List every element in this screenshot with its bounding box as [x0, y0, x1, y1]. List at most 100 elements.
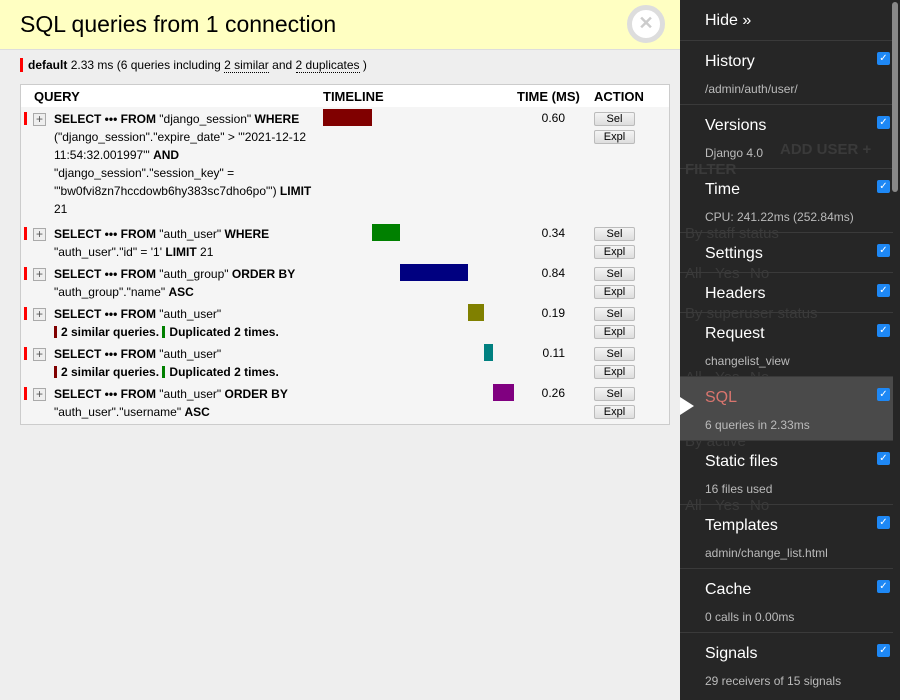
panel-enable-checkbox[interactable]: ✓ — [877, 388, 890, 401]
sql-text: "auth_user"."id" = '1' — [54, 245, 166, 259]
column-timeline: TIMELINE — [323, 89, 384, 104]
sql-text: ("django_session"."expire_date" > '"2021… — [54, 130, 307, 162]
timeline-bar — [371, 224, 400, 241]
timeline-bar — [323, 109, 372, 126]
toolbar-item-title: Static files — [705, 453, 778, 470]
toolbar-item-static-files[interactable]: Static files 16 files used ✓ — [680, 440, 893, 504]
expand-query-button[interactable]: + — [33, 348, 46, 361]
select-button[interactable]: Sel — [594, 267, 635, 281]
toolbar-item-time[interactable]: Time CPU: 241.22ms (252.84ms) ✓ — [680, 168, 893, 232]
toolbar-item-templates[interactable]: Templates admin/change_list.html ✓ — [680, 504, 893, 568]
sql-text: 21 — [54, 202, 68, 216]
toolbar-item-subtitle: 6 queries in 2.33ms — [705, 418, 810, 432]
sql-text: "django_session"."session_key" = '"bw0fv… — [54, 166, 280, 198]
sql-keyword: SELECT ••• FROM — [54, 387, 156, 401]
toolbar-item-subtitle: 0 calls in 0.00ms — [705, 610, 795, 624]
panel-enable-checkbox[interactable]: ✓ — [877, 580, 890, 593]
similar-link[interactable]: 2 similar — [224, 58, 269, 73]
table-row: + SELECT ••• FROM "auth_user" 2 similar qu… — [21, 304, 669, 344]
panel-enable-checkbox[interactable]: ✓ — [877, 452, 890, 465]
panel-enable-checkbox[interactable]: ✓ — [877, 284, 890, 297]
sql-keyword: SELECT ••• FROM — [54, 112, 156, 126]
query-indicator — [24, 267, 27, 280]
panel-enable-checkbox[interactable]: ✓ — [877, 116, 890, 129]
panel-enable-checkbox[interactable]: ✓ — [877, 324, 890, 337]
sql-keyword: ORDER BY — [224, 387, 288, 401]
toolbar-item-title: Templates — [705, 517, 778, 534]
sql-text: "auth_group" — [155, 267, 232, 281]
connection-time: 2.33 ms — [70, 58, 114, 72]
summary-text: and — [272, 58, 293, 72]
explain-button[interactable]: Expl — [594, 285, 635, 299]
toolbar-item-versions[interactable]: Versions Django 4.0 ✓ — [680, 104, 893, 168]
similar-marker — [54, 326, 57, 338]
query-sql: SELECT ••• FROM "django_session" WHERE (… — [54, 110, 319, 218]
scrollbar[interactable] — [892, 2, 898, 192]
toolbar-item-signals[interactable]: Signals 29 receivers of 15 signals ✓ — [680, 632, 893, 696]
query-sql: SELECT ••• FROM "auth_user" ORDER BY "au… — [54, 385, 319, 421]
select-button[interactable]: Sel — [594, 307, 635, 321]
timeline-bar — [399, 264, 469, 281]
column-time: TIME (MS) — [517, 89, 580, 104]
hide-toolbar-button[interactable]: Hide » — [705, 12, 752, 29]
column-action: ACTION — [594, 89, 644, 104]
toolbar-item-subtitle: /admin/auth/user/ — [705, 82, 798, 96]
table-row: + SELECT ••• FROM "django_session" WHERE … — [21, 109, 669, 223]
similar-queries-link[interactable]: 2 similar queries. — [61, 325, 160, 339]
query-time: 0.19 — [541, 306, 565, 320]
select-button[interactable]: Sel — [594, 347, 635, 361]
timeline-bar — [468, 304, 484, 321]
toolbar-item-subtitle: admin/change_list.html — [705, 546, 828, 560]
close-icon[interactable]: ✕ — [627, 5, 665, 43]
sql-keyword: WHERE — [224, 227, 270, 241]
duplicates-link[interactable]: 2 duplicates — [295, 58, 360, 73]
queries-table: QUERY TIMELINE TIME (MS) ACTION + SELECT … — [20, 84, 670, 425]
query-sql: SELECT ••• FROM "auth_user" WHERE "auth_… — [54, 225, 319, 261]
panel-enable-checkbox[interactable]: ✓ — [877, 516, 890, 529]
sql-keyword: WHERE — [254, 112, 300, 126]
toolbar-item-title: Signals — [705, 645, 758, 662]
timeline-bar — [492, 384, 514, 401]
toolbar-item-title: History — [705, 53, 755, 70]
duplicated-link[interactable]: Duplicated 2 times. — [169, 365, 279, 379]
expand-query-button[interactable]: + — [33, 113, 46, 126]
toolbar-item-title: SQL — [705, 389, 738, 406]
panel-header: SQL queries from 1 connection ✕ — [0, 0, 680, 50]
panel-enable-checkbox[interactable]: ✓ — [877, 644, 890, 657]
query-indicator — [24, 112, 27, 125]
explain-button[interactable]: Expl — [594, 405, 635, 419]
expand-query-button[interactable]: + — [33, 228, 46, 241]
expand-query-button[interactable]: + — [33, 268, 46, 281]
connection-alias: default — [28, 58, 68, 72]
debug-toolbar: ADD USER + FILTER By staff status All Yes No B… — [680, 0, 900, 700]
toolbar-item-subtitle: 16 files used — [705, 482, 773, 496]
toolbar-item-request[interactable]: Request changelist_view ✓ — [680, 312, 893, 376]
similar-queries-link[interactable]: 2 similar queries. — [61, 365, 160, 379]
select-button[interactable]: Sel — [594, 227, 635, 241]
expand-query-button[interactable]: + — [33, 388, 46, 401]
sql-keyword: SELECT ••• FROM — [54, 347, 156, 361]
timeline-bar — [483, 344, 493, 361]
toolbar-item-cache[interactable]: Cache 0 calls in 0.00ms ✓ — [680, 568, 893, 632]
explain-button[interactable]: Expl — [594, 325, 635, 339]
toolbar-item-headers[interactable]: Headers ✓ — [680, 272, 893, 312]
toolbar-item-title: Time — [705, 181, 740, 198]
panel-enable-checkbox[interactable]: ✓ — [877, 52, 890, 65]
explain-button[interactable]: Expl — [594, 130, 635, 144]
duplicate-marker — [162, 326, 166, 338]
panel-enable-checkbox[interactable]: ✓ — [877, 180, 890, 193]
duplicate-marker — [162, 366, 166, 378]
panel-enable-checkbox[interactable]: ✓ — [877, 244, 890, 257]
toolbar-item-sql[interactable]: SQL 6 queries in 2.33ms ✓ — [680, 376, 893, 440]
duplicated-link[interactable]: Duplicated 2 times. — [169, 325, 279, 339]
explain-button[interactable]: Expl — [594, 365, 635, 379]
toolbar-item-history[interactable]: History/admin/auth/user/ ✓ — [680, 40, 893, 104]
expand-query-button[interactable]: + — [33, 308, 46, 321]
sql-text: "auth_user" — [155, 227, 225, 241]
select-button[interactable]: Sel — [594, 112, 635, 126]
toolbar-item-settings[interactable]: Settings ✓ — [680, 232, 893, 272]
select-button[interactable]: Sel — [594, 387, 635, 401]
query-time: 0.34 — [541, 226, 565, 240]
query-sql: SELECT ••• FROM "auth_user" 2 similar que… — [54, 305, 319, 341]
explain-button[interactable]: Expl — [594, 245, 635, 259]
